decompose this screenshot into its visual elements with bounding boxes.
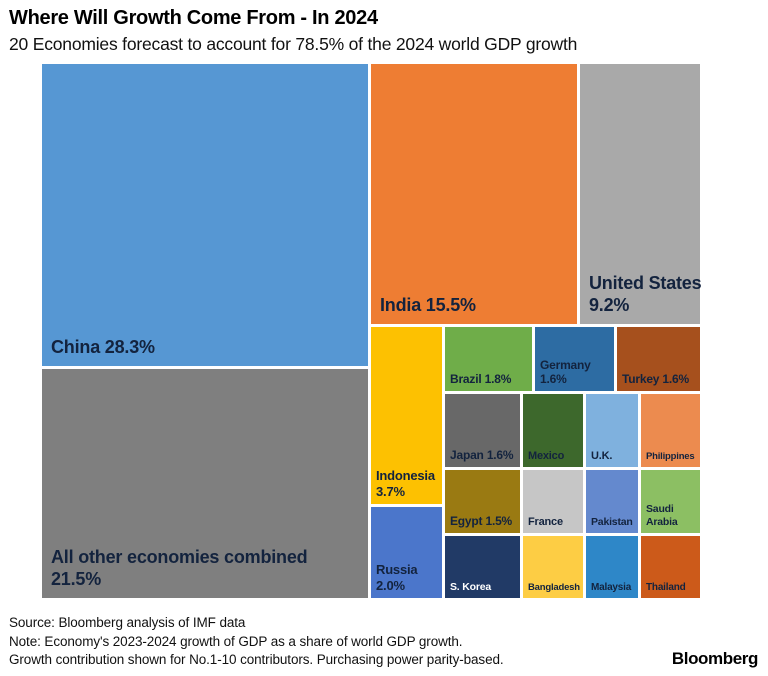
- treemap-block-turkey: Turkey 1.6%: [617, 327, 700, 391]
- treemap-block-bangladesh: Bangladesh: [523, 536, 583, 598]
- treemap-block-indonesia: Indonesia 3.7%: [371, 327, 442, 504]
- treemap-label-saudi-arabia: Saudi Arabia: [646, 503, 678, 529]
- treemap-label-indonesia: Indonesia 3.7%: [376, 468, 435, 500]
- treemap-block-s-korea: S. Korea: [445, 536, 520, 598]
- treemap-block-pakistan: Pakistan: [586, 470, 638, 533]
- treemap-label-united-states: United States 9.2%: [589, 273, 702, 316]
- treemap-block-china: China 28.3%: [42, 64, 368, 366]
- treemap-label-philippines: Philippines: [646, 451, 695, 463]
- treemap-block-united-states: United States 9.2%: [580, 64, 702, 324]
- source-line: Source: Bloomberg analysis of IMF data: [9, 615, 246, 631]
- treemap-block-france: France: [523, 470, 583, 533]
- treemap-label-thailand: Thailand: [646, 581, 686, 593]
- treemap-label-bangladesh: Bangladesh: [528, 582, 580, 594]
- treemap-label-pakistan: Pakistan: [591, 516, 633, 529]
- chart-subtitle: 20 Economies forecast to account for 78.…: [9, 34, 578, 54]
- treemap-label-france: France: [528, 515, 563, 528]
- treemap-block-all-other: All other economies combined 21.5%: [42, 369, 368, 598]
- treemap-block-germany: Germany 1.6%: [535, 327, 614, 391]
- treemap-label-mexico: Mexico: [528, 449, 565, 462]
- chart-footer: Source: Bloomberg analysis of IMF data N…: [9, 610, 758, 670]
- treemap-label-china: China 28.3%: [51, 337, 155, 358]
- treemap-label-malaysia: Malaysia: [591, 581, 632, 593]
- gdp-growth-treemap: China 28.3% All other economies combined 2…: [42, 64, 702, 598]
- note-line-1: Note: Economy's 2023-2024 growth of GDP …: [9, 633, 463, 649]
- treemap-block-philippines: Philippines: [641, 394, 700, 467]
- treemap-label-russia: Russia 2.0%: [376, 562, 418, 594]
- treemap-block-uk: U.K.: [586, 394, 638, 467]
- treemap-label-turkey: Turkey 1.6%: [622, 372, 689, 387]
- note-line-2: Growth contribution shown for No.1-10 co…: [9, 652, 504, 668]
- treemap-block-malaysia: Malaysia: [586, 536, 638, 598]
- treemap-label-japan: Japan 1.6%: [450, 448, 514, 463]
- treemap-block-india: India 15.5%: [371, 64, 577, 324]
- treemap-label-egypt: Egypt 1.5%: [450, 514, 513, 529]
- treemap-block-russia: Russia 2.0%: [371, 507, 442, 598]
- treemap-label-uk: U.K.: [591, 449, 613, 462]
- treemap-block-saudi-arabia: Saudi Arabia: [641, 470, 700, 533]
- treemap-label-india: India 15.5%: [380, 295, 476, 316]
- chart-notes: Source: Bloomberg analysis of IMF data N…: [9, 614, 504, 670]
- treemap-label-brazil: Brazil 1.8%: [450, 372, 512, 387]
- bloomberg-logo: Bloomberg: [671, 649, 759, 668]
- treemap-block-brazil: Brazil 1.8%: [445, 327, 532, 391]
- treemap-block-japan: Japan 1.6%: [445, 394, 520, 467]
- chart-title: Where Will Growth Come From - In 2024: [9, 7, 378, 29]
- treemap-label-all-other: All other economies combined 21.5%: [51, 547, 308, 590]
- chart-header: Where Will Growth Come From - In 2024 20…: [9, 6, 760, 55]
- treemap-block-thailand: Thailand: [641, 536, 700, 598]
- treemap-block-mexico: Mexico: [523, 394, 583, 467]
- treemap-block-egypt: Egypt 1.5%: [445, 470, 520, 533]
- treemap-label-germany: Germany 1.6%: [540, 357, 591, 387]
- treemap-label-s-korea: S. Korea: [450, 581, 491, 594]
